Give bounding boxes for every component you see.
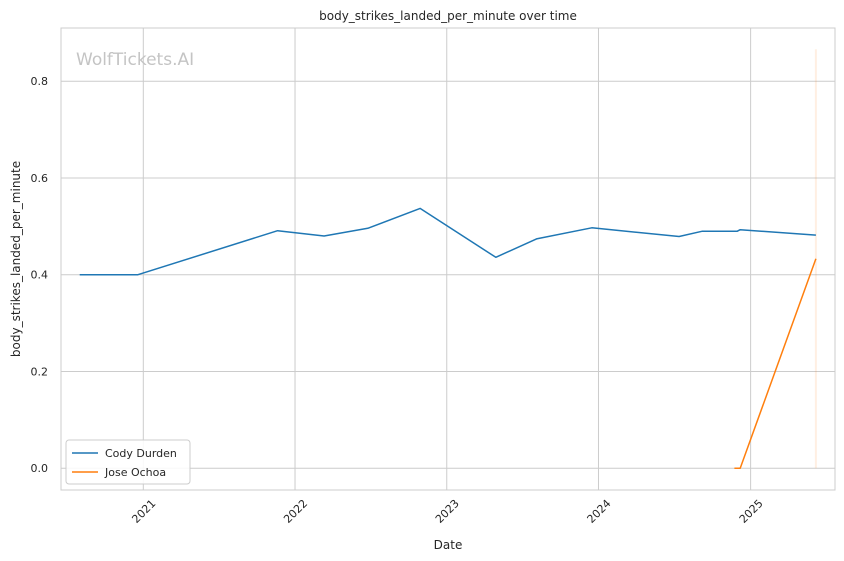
legend-box	[65, 439, 191, 485]
y-tick-label-0.2: 0.2	[31, 365, 49, 378]
legend: Cody Durden Jose Ochoa	[65, 439, 191, 485]
band-jose-ochoa	[814, 49, 817, 469]
plot-area	[61, 28, 835, 490]
legend-label-cody-durden: Cody Durden	[105, 447, 177, 460]
y-tick-label-0.8: 0.8	[31, 75, 49, 88]
y-tick-label-0.0: 0.0	[31, 462, 49, 475]
band-layer	[814, 49, 817, 469]
x-axis-label: Date	[434, 538, 463, 552]
x-tick-label-2022: 2022	[281, 497, 310, 526]
watermark: WolfTickets.AI	[76, 50, 194, 70]
y-tick-labels: 0.0 0.2 0.4 0.6 0.8	[31, 75, 49, 475]
series-line-cody-durden	[79, 207, 816, 276]
plot-frame	[60, 27, 836, 491]
x-tick-label-2021: 2021	[129, 497, 158, 526]
series-line-jose-ochoa	[734, 258, 817, 469]
x-tick-label-2024: 2024	[585, 497, 614, 526]
legend-label-jose-ochoa: Jose Ochoa	[104, 466, 166, 479]
chart-title: body_strikes_landed_per_minute over time	[319, 9, 577, 23]
series-lines	[79, 207, 817, 469]
x-tick-label-2025: 2025	[737, 497, 766, 526]
y-axis-label: body_strikes_landed_per_minute	[9, 161, 23, 357]
y-tick-label-0.4: 0.4	[31, 269, 49, 282]
x-tick-labels: 2021 2022 2023 2024 2025	[129, 497, 765, 526]
y-tick-label-0.6: 0.6	[31, 172, 49, 185]
x-tick-label-2023: 2023	[433, 497, 462, 526]
